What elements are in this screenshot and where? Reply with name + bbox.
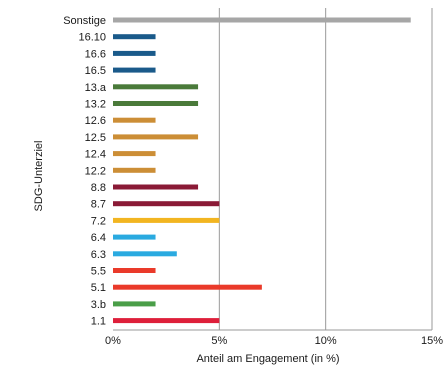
x-tick-label: 15% [421, 335, 443, 347]
bar [113, 17, 411, 23]
y-axis-title: SDG-Unterziel [33, 141, 45, 212]
x-tick-label: 10% [315, 335, 337, 347]
bar [113, 151, 156, 157]
y-tick-label: 1.1 [91, 316, 106, 328]
y-tick-label: 13.a [85, 82, 107, 94]
y-tick-label: 5.1 [91, 282, 106, 294]
y-tick-label: 12.2 [85, 165, 106, 177]
y-tick-label: 6.4 [91, 232, 106, 244]
bar [113, 318, 220, 324]
y-tick-label: 8.7 [91, 199, 106, 211]
bar [113, 34, 156, 40]
y-tick-label: 8.8 [91, 182, 106, 194]
bar [113, 268, 156, 273]
bar [113, 201, 220, 207]
x-tick-labels: 0% 5% 10% 15% [105, 335, 443, 347]
y-tick-label: 12.4 [85, 149, 106, 161]
y-tick-label: 13.2 [85, 99, 106, 111]
bar [113, 284, 262, 290]
y-tick-label: 3.b [91, 299, 106, 311]
bar [113, 134, 199, 140]
x-axis-title: Anteil am Engagement (in %) [196, 353, 339, 365]
y-tick-label: Sonstige [63, 15, 106, 27]
y-tick-labels: Sonstige 16.10 16.6 16.5 13.a 13.2 12.6 12.5 12.… [63, 15, 107, 328]
y-tick-label: 7.2 [91, 215, 106, 227]
bar [113, 217, 220, 223]
x-tick-label: 5% [211, 335, 227, 347]
y-tick-label: 16.5 [85, 65, 106, 77]
y-tick-label: 6.3 [91, 249, 106, 261]
bar [113, 117, 156, 123]
bar [113, 67, 156, 73]
x-tick-label: 0% [105, 335, 121, 347]
bar [113, 167, 156, 173]
bar [113, 234, 156, 240]
y-tick-label: 5.5 [91, 266, 106, 278]
bar [113, 50, 156, 56]
y-tick-label: 12.6 [85, 115, 106, 127]
y-tick-label: 16.6 [85, 48, 106, 60]
bar [113, 184, 199, 190]
grid-lines [218, 8, 433, 330]
bar [113, 251, 177, 257]
bar [113, 101, 199, 106]
y-tick-label: 16.10 [78, 32, 106, 44]
bars [113, 17, 411, 324]
bar [113, 301, 156, 307]
y-tick-label: 12.5 [85, 132, 106, 144]
bar [113, 84, 199, 90]
